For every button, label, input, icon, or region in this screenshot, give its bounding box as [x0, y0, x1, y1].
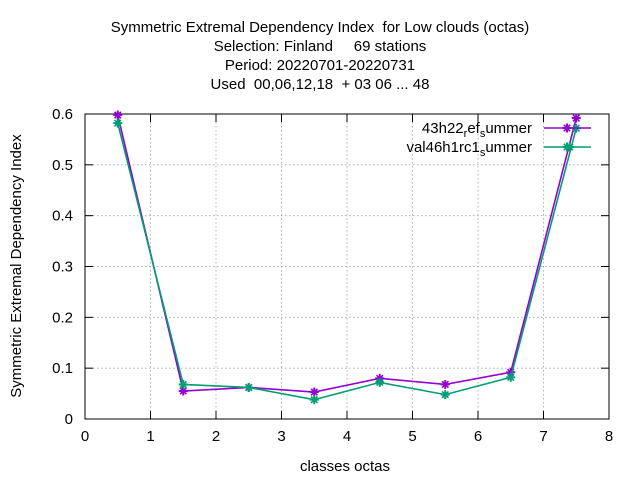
data-point-series-2 — [178, 379, 188, 389]
x-axis-label: classes octas — [300, 458, 390, 475]
title-line-3: Period: 20220701-20220731 — [224, 57, 416, 74]
data-point-series-2 — [309, 395, 319, 405]
data-point-series-1 — [571, 113, 581, 123]
y-tick-label: 0 — [65, 411, 73, 428]
data-point-series-1 — [309, 387, 319, 397]
axis-ticks: 0 1 2 3 4 5 6 7 8 0 0.1 0.2 0.3 0.4 0.5 0.6 — [52, 106, 613, 445]
series-line-1 — [116, 114, 578, 393]
chart-title: Symmetric Extremal Dependency Index for … — [0, 18, 640, 94]
x-tick-label: 6 — [474, 428, 482, 445]
y-tick-label: 0.4 — [52, 208, 73, 225]
y-tick-label: 0.2 — [52, 309, 73, 326]
x-tick-label: 7 — [539, 428, 547, 445]
title-line-1: Symmetric Extremal Dependency Index for … — [110, 19, 530, 36]
legend: 43h22refsummer val46h1rc1summer — [406, 120, 591, 159]
data-point-series-2 — [375, 377, 385, 387]
legend-marker-series-2 — [562, 142, 572, 152]
y-tick-label: 0.5 — [52, 157, 73, 174]
data-point-series-1 — [440, 379, 450, 389]
y-tick-label: 0.3 — [52, 259, 73, 276]
y-tick-label: 0.1 — [52, 360, 73, 377]
x-tick-label: 8 — [605, 428, 613, 445]
legend-marker-series-1 — [562, 123, 572, 133]
data-point-series-1 — [113, 110, 123, 120]
data-point-series-2 — [244, 382, 254, 392]
title-line-2: Selection: Finland 69 stations — [213, 38, 427, 55]
x-tick-label: 1 — [146, 428, 154, 445]
y-tick-label: 0.6 — [52, 106, 73, 123]
series-line-2 — [116, 122, 578, 401]
data-point-series-2 — [440, 390, 450, 400]
legend-label-series-2: val46h1rc1summer — [406, 139, 532, 159]
x-tick-label: 5 — [408, 428, 416, 445]
x-tick-label: 0 — [81, 428, 89, 445]
grid-lines — [85, 114, 609, 419]
x-tick-label: 4 — [343, 428, 351, 445]
data-point-series-2 — [113, 118, 123, 128]
title-line-4: Used 00,06,12,18 + 03 06 ... 48 — [210, 76, 430, 93]
x-tick-label: 3 — [277, 428, 285, 445]
data-point-series-2 — [506, 372, 516, 382]
legend-label-series-1: 43h22refsummer — [422, 120, 532, 140]
x-tick-label: 2 — [212, 428, 220, 445]
y-axis-label: Symmetric Extremal Dependency Index — [8, 134, 25, 398]
